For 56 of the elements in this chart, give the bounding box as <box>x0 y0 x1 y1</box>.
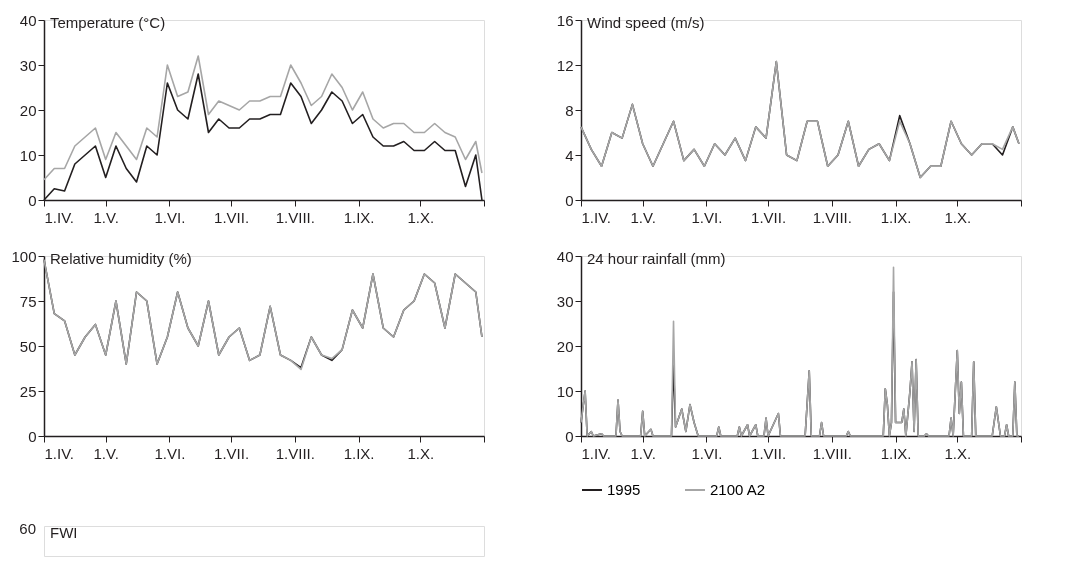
x-tick-label: 1.VIII. <box>812 444 852 462</box>
x-tick-label: 1.IV. <box>44 444 74 462</box>
x-tick-label: 1.IX. <box>343 208 375 226</box>
x-tick-label: 1.VI. <box>154 208 186 226</box>
x-tick-label: 1.V. <box>630 444 656 462</box>
x-tick-label: 1.VI. <box>691 208 723 226</box>
x-tick-label: 1.V. <box>630 208 656 226</box>
x-tick-label: 1.V. <box>93 444 119 462</box>
x-tick-label: 1.VI. <box>691 444 723 462</box>
x-tick-label: 1.IX. <box>880 208 912 226</box>
x-tick-label: 1.X. <box>407 208 435 226</box>
x-tick-label: 1.X. <box>944 444 972 462</box>
chart-title: 24 hour rainfall (mm) <box>587 250 726 267</box>
y-tick-label: 25 <box>19 382 37 400</box>
y-tick-label: 50 <box>19 337 37 355</box>
y-tick-label: 16 <box>556 11 574 29</box>
chart-title: Wind speed (m/s) <box>587 14 705 31</box>
x-tick-label: 1.VIII. <box>812 208 852 226</box>
x-tick-label: 1.VI. <box>154 444 186 462</box>
x-tick-label: 1.VIII. <box>275 444 315 462</box>
y-tick-label: 30 <box>19 56 37 74</box>
x-tick-label: 1.VII. <box>751 444 787 462</box>
y-tick-label: 10 <box>19 146 37 164</box>
x-tick-label: 1.IV. <box>581 444 611 462</box>
y-tick-label: 0 <box>28 427 37 445</box>
x-tick-label: 1.VII. <box>751 208 787 226</box>
x-tick-label: 1.VII. <box>214 444 250 462</box>
x-tick-label: 1.X. <box>407 444 435 462</box>
text: 60 <box>19 520 36 537</box>
x-tick-label: 1.IX. <box>880 444 912 462</box>
chart-title: Relative humidity (%) <box>50 250 192 267</box>
text: FWI <box>50 524 78 541</box>
y-tick-label: 40 <box>556 247 574 265</box>
y-tick-label: 40 <box>19 11 37 29</box>
y-tick-label: 0 <box>565 191 574 209</box>
y-tick-label: 8 <box>565 101 574 119</box>
legend-label: 1995 <box>607 481 641 498</box>
y-tick-label: 75 <box>19 292 37 310</box>
legend-label: 2100 A2 <box>710 481 766 498</box>
y-tick-label: 20 <box>19 101 37 119</box>
x-tick-label: 1.IV. <box>44 208 74 226</box>
y-tick-label: 4 <box>565 146 574 164</box>
y-tick-label: 12 <box>556 56 574 74</box>
x-tick-label: 1.X. <box>944 208 972 226</box>
x-tick-label: 1.IV. <box>581 208 611 226</box>
y-tick-label: 10 <box>556 382 574 400</box>
y-tick-label: 0 <box>565 427 574 445</box>
y-tick-label: 0 <box>28 191 37 209</box>
x-tick-label: 1.VII. <box>214 208 250 226</box>
y-tick-label: 30 <box>556 292 574 310</box>
y-tick-label: 100 <box>11 247 37 265</box>
x-tick-label: 1.V. <box>93 208 119 226</box>
x-tick-label: 1.IX. <box>343 444 375 462</box>
chart-title: Temperature (°C) <box>50 14 166 31</box>
x-tick-label: 1.VIII. <box>275 208 315 226</box>
y-tick-label: 20 <box>556 337 574 355</box>
